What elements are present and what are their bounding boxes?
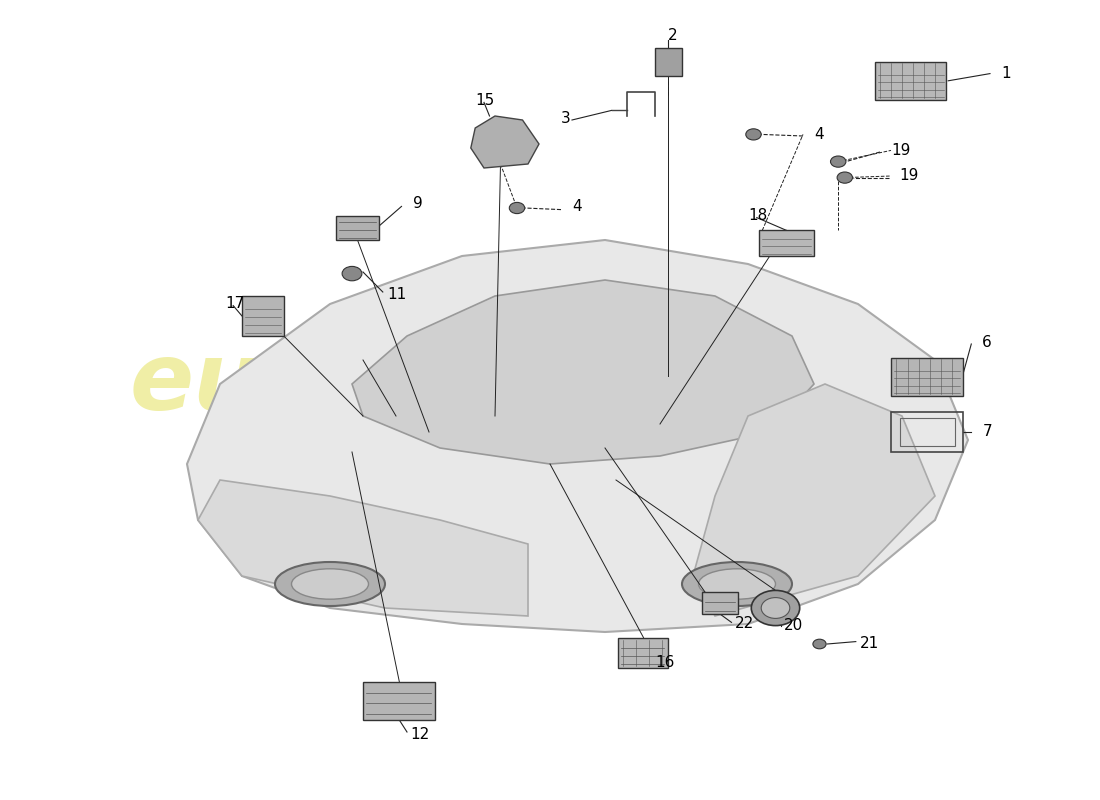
- Text: 15: 15: [475, 94, 495, 108]
- Circle shape: [837, 172, 852, 183]
- Polygon shape: [187, 240, 968, 632]
- Text: 20: 20: [784, 618, 803, 633]
- Text: 21: 21: [860, 636, 880, 650]
- FancyBboxPatch shape: [242, 296, 284, 336]
- Ellipse shape: [682, 562, 792, 606]
- FancyBboxPatch shape: [874, 62, 946, 100]
- Text: 22: 22: [735, 617, 755, 631]
- FancyBboxPatch shape: [654, 48, 682, 76]
- Circle shape: [746, 129, 761, 140]
- Text: 16: 16: [656, 655, 675, 670]
- Polygon shape: [198, 480, 528, 616]
- Text: eu-os: eu-os: [129, 338, 421, 430]
- Text: a passion for parts since 1985: a passion for parts since 1985: [232, 451, 604, 573]
- Circle shape: [509, 202, 525, 214]
- Circle shape: [751, 590, 800, 626]
- Text: 7: 7: [982, 425, 992, 439]
- Text: 2: 2: [668, 29, 678, 43]
- Circle shape: [342, 266, 362, 281]
- FancyBboxPatch shape: [891, 358, 962, 396]
- Text: 18: 18: [748, 209, 768, 223]
- Text: 4: 4: [814, 127, 824, 142]
- Ellipse shape: [698, 569, 776, 599]
- Circle shape: [813, 639, 826, 649]
- FancyBboxPatch shape: [363, 682, 434, 720]
- Text: 19: 19: [891, 143, 911, 158]
- FancyBboxPatch shape: [759, 230, 814, 256]
- Text: 3: 3: [561, 111, 571, 126]
- Circle shape: [761, 598, 790, 618]
- Circle shape: [830, 156, 846, 167]
- Text: 1: 1: [1001, 66, 1011, 81]
- FancyBboxPatch shape: [702, 592, 738, 614]
- FancyBboxPatch shape: [336, 216, 380, 240]
- Text: 19: 19: [900, 169, 920, 183]
- Ellipse shape: [275, 562, 385, 606]
- Text: 11: 11: [387, 287, 407, 302]
- Text: 12: 12: [410, 727, 429, 742]
- Text: 6: 6: [982, 335, 992, 350]
- Polygon shape: [352, 280, 814, 464]
- Ellipse shape: [292, 569, 368, 599]
- Text: 17: 17: [226, 297, 244, 311]
- Polygon shape: [471, 116, 539, 168]
- Text: 9: 9: [412, 197, 422, 211]
- Polygon shape: [693, 384, 935, 616]
- Text: 4: 4: [572, 199, 582, 214]
- FancyBboxPatch shape: [618, 638, 668, 668]
